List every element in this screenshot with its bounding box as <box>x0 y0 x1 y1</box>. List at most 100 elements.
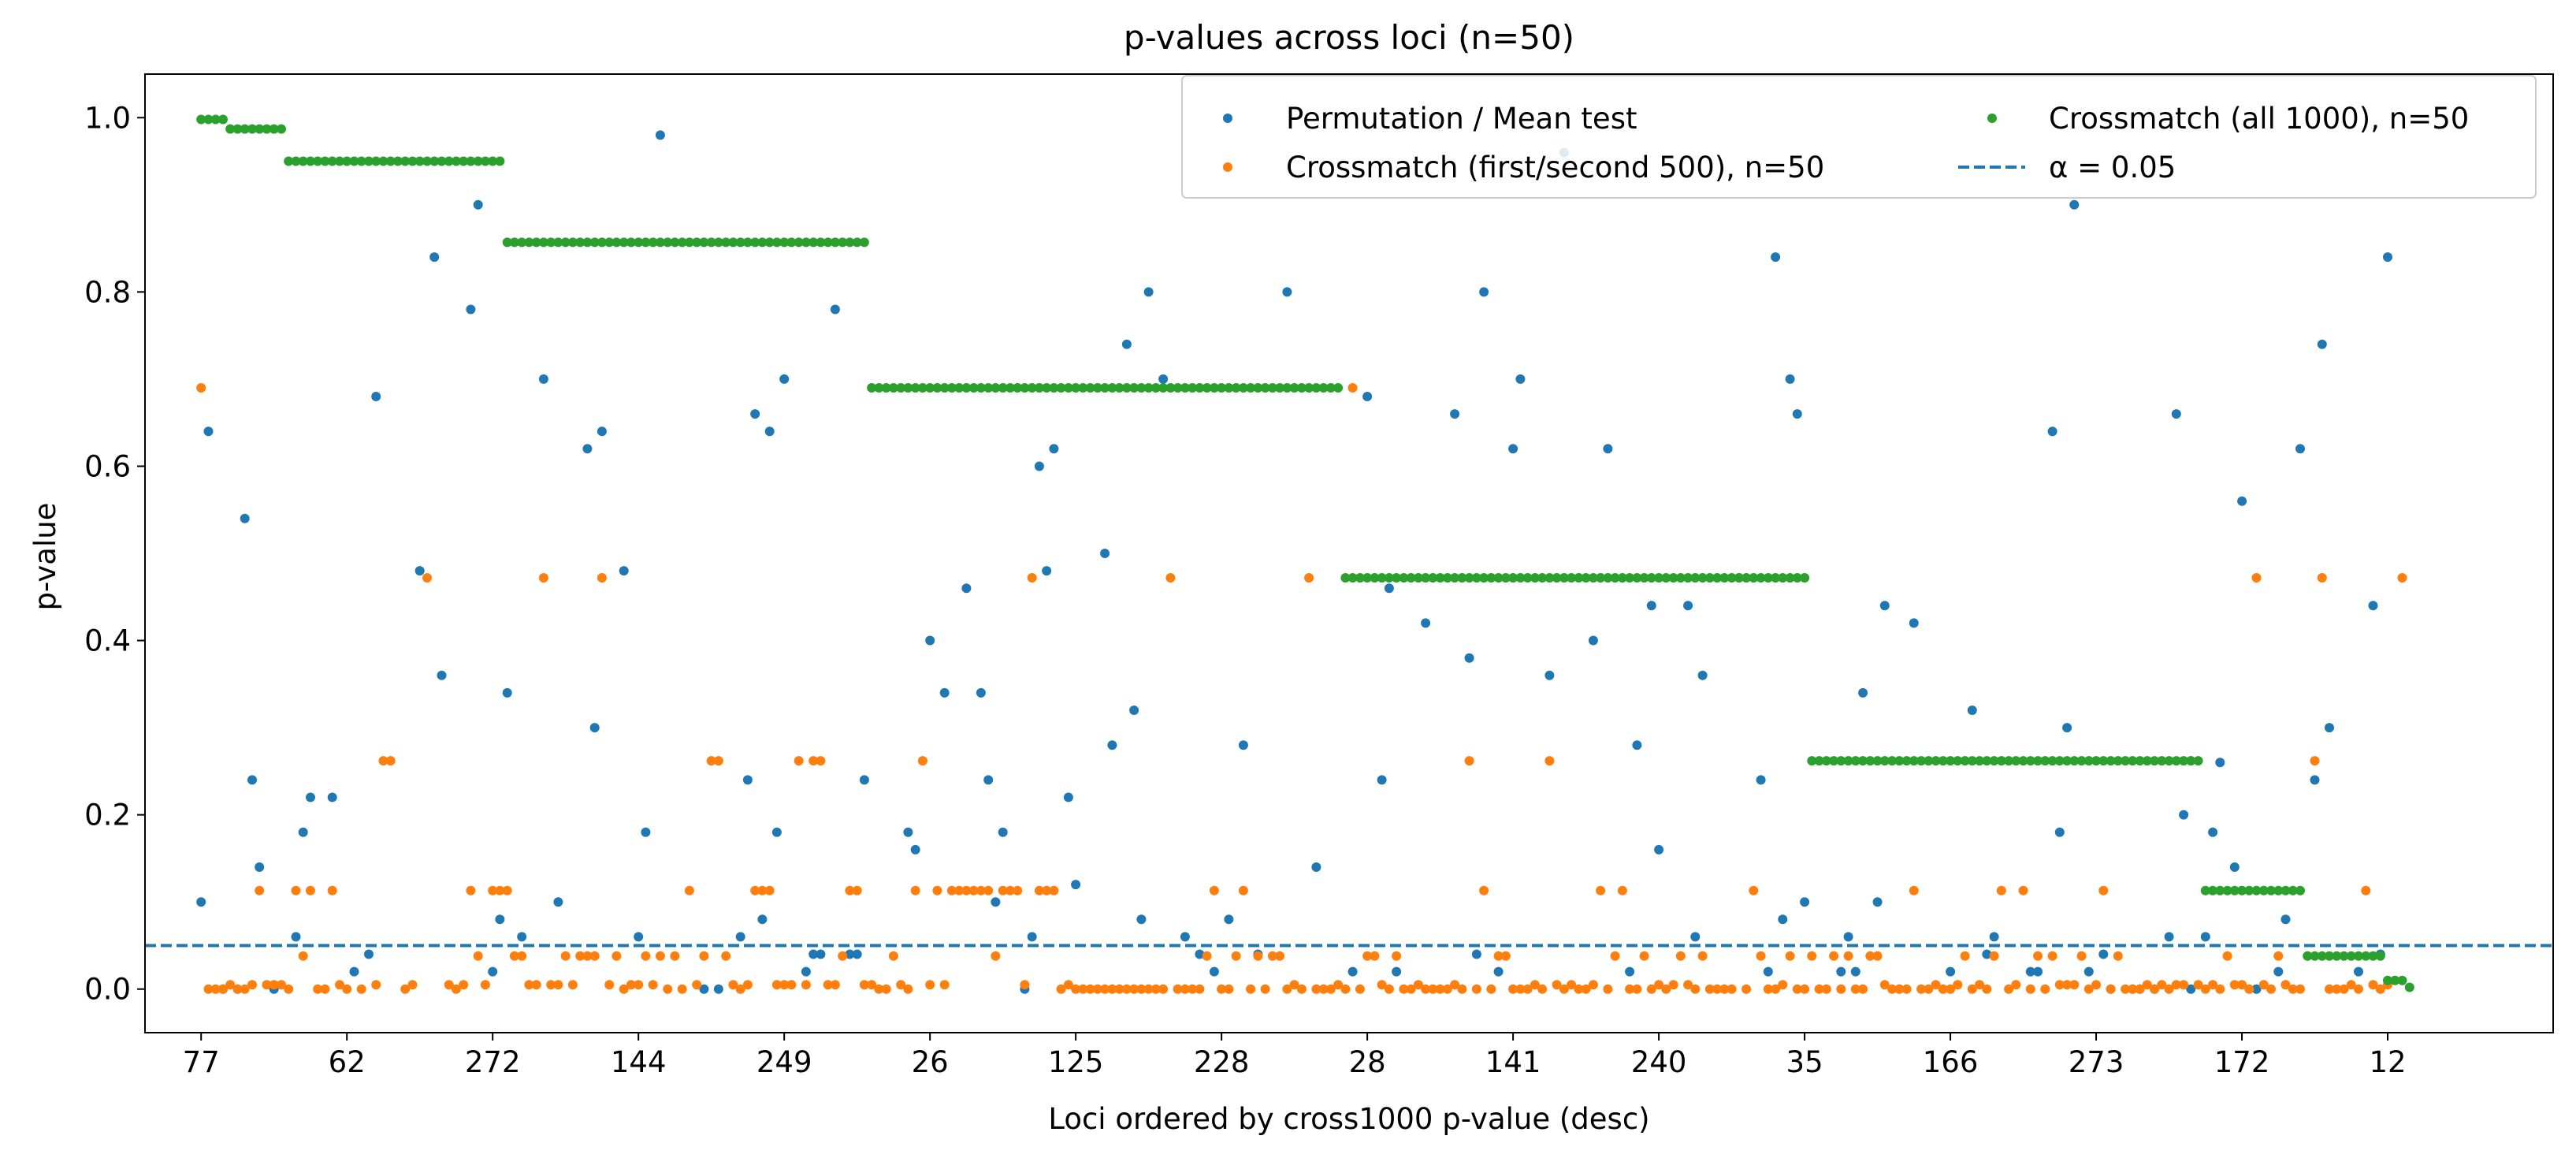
data-point <box>196 383 206 393</box>
data-point <box>1143 984 1154 994</box>
data-point <box>1697 951 1708 961</box>
data-point <box>196 114 206 125</box>
data-point <box>713 756 723 766</box>
data-point <box>1683 601 1693 611</box>
data-point <box>1092 383 1102 393</box>
data-point <box>1202 951 1212 961</box>
data-point <box>728 980 738 990</box>
data-point <box>429 252 440 263</box>
data-point <box>1530 980 1540 990</box>
data-point <box>495 156 505 166</box>
data-point <box>335 980 344 990</box>
data-point <box>1872 756 1883 766</box>
data-point <box>648 237 658 248</box>
data-point <box>2215 984 2225 994</box>
data-point <box>1588 980 1598 990</box>
data-point <box>1238 740 1248 750</box>
data-point <box>1843 756 1853 766</box>
data-point <box>269 980 279 990</box>
data-point <box>991 897 1001 907</box>
data-point <box>2251 573 2262 583</box>
data-point <box>1362 392 1373 401</box>
data-point <box>648 980 658 990</box>
data-point <box>910 383 920 393</box>
data-point <box>1887 984 1898 994</box>
data-point <box>1399 573 1409 583</box>
data-point <box>2310 775 2320 785</box>
data-point <box>356 156 366 166</box>
data-point <box>1515 374 1526 384</box>
data-point <box>1704 984 1715 994</box>
data-point <box>786 237 797 248</box>
data-point <box>1931 756 1941 766</box>
data-point <box>1719 573 1730 583</box>
data-point <box>1311 862 1321 872</box>
data-point <box>2200 885 2210 895</box>
data-point <box>1107 984 1117 994</box>
data-point <box>721 951 731 961</box>
data-point <box>1843 951 1853 961</box>
plot-area <box>196 114 2414 994</box>
data-point <box>459 980 469 990</box>
data-point <box>634 932 644 942</box>
data-point <box>816 237 826 248</box>
data-point <box>1464 573 1474 583</box>
data-point <box>619 566 629 576</box>
data-point <box>1960 756 1970 766</box>
data-point <box>1625 966 1635 977</box>
data-point <box>1479 573 1489 583</box>
data-point <box>1909 756 1919 766</box>
data-point <box>903 984 913 994</box>
data-point <box>1661 984 1671 994</box>
data-point <box>1996 885 2006 895</box>
data-point <box>2288 885 2298 895</box>
data-point <box>2142 756 2152 766</box>
data-point <box>1771 573 1781 583</box>
data-point <box>356 984 366 994</box>
data-point <box>2062 723 2072 733</box>
data-point <box>910 844 920 855</box>
data-point <box>378 756 388 766</box>
data-point <box>2273 951 2284 961</box>
data-point <box>1392 951 1402 961</box>
data-point <box>2200 984 2210 994</box>
axes: 0.0 0.2 0.4 0.6 0.8 1.0 77 62 272 144 249 26 125 228 2… <box>84 73 2554 1079</box>
data-point <box>896 383 906 393</box>
data-point <box>611 237 622 248</box>
data-point <box>801 237 811 248</box>
data-point <box>1982 756 1992 766</box>
data-point <box>2113 756 2123 766</box>
data-point <box>517 932 527 942</box>
data-point <box>247 980 257 990</box>
data-point <box>2025 966 2035 977</box>
data-point <box>713 237 723 248</box>
data-point <box>961 885 972 895</box>
data-point <box>1982 984 1992 994</box>
data-point <box>2121 984 2131 994</box>
data-point <box>2047 951 2057 961</box>
data-point <box>2295 444 2305 454</box>
data-point <box>1486 573 1496 583</box>
data-point <box>1188 984 1198 994</box>
data-point <box>1289 980 1299 990</box>
data-point <box>1042 885 1052 895</box>
data-point <box>1355 573 1365 583</box>
data-point <box>1675 951 1686 961</box>
data-point <box>1464 756 1474 766</box>
data-point <box>232 984 243 994</box>
data-point <box>509 951 519 961</box>
data-point <box>553 980 563 990</box>
data-point <box>466 156 476 166</box>
data-point <box>2208 827 2218 837</box>
data-point <box>2004 984 2014 994</box>
data-point <box>859 237 869 248</box>
data-point <box>2383 252 2392 263</box>
data-point <box>1639 573 1649 583</box>
data-point <box>298 827 308 837</box>
data-point <box>896 980 906 990</box>
data-point <box>728 237 738 248</box>
data-point <box>2121 756 2131 766</box>
data-point <box>663 984 673 994</box>
data-point <box>2011 756 2021 766</box>
data-point <box>735 932 745 942</box>
